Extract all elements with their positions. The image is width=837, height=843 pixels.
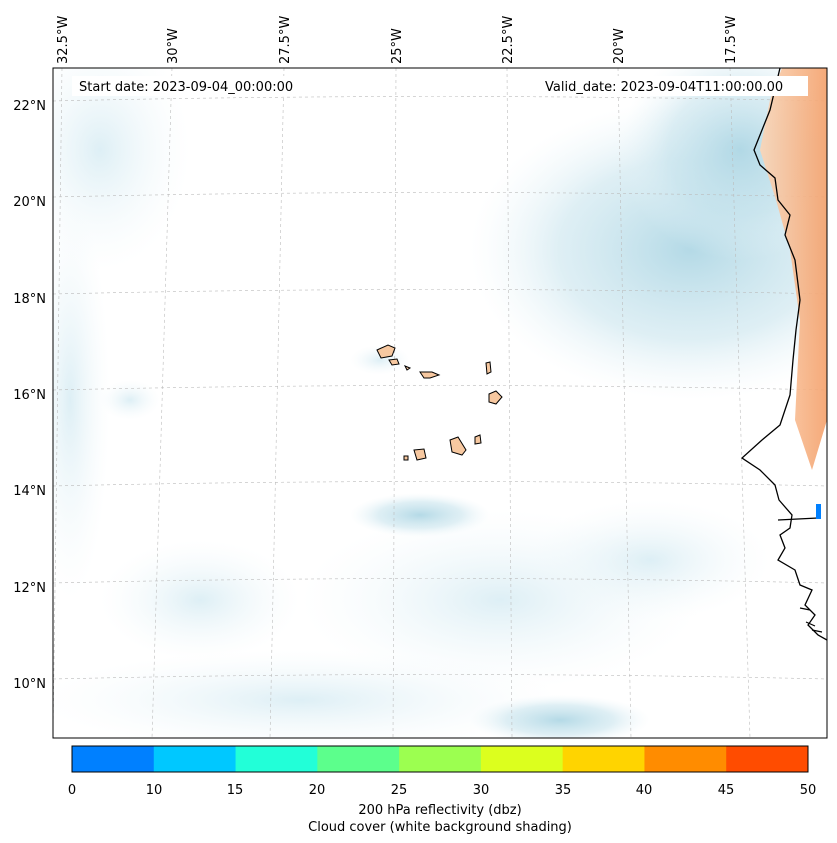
colorbar-segments — [72, 746, 809, 772]
colorbar-segment — [72, 746, 155, 772]
colorbar-tick-label: 50 — [800, 783, 817, 798]
colorbar-tick-label: 20 — [309, 783, 326, 798]
colorbar-ticks: 0 10 15 20 25 30 35 40 45 50 — [68, 783, 816, 798]
lon-label: 25°W — [390, 28, 405, 64]
map-frame — [52, 67, 828, 739]
colorbar-border — [71, 745, 809, 773]
colorbar-segment — [726, 746, 809, 772]
colorbar-label: 200 hPa reflectivity (dbz) — [358, 803, 521, 818]
map-content — [53, 68, 827, 738]
colorbar-segment — [399, 746, 482, 772]
colorbar-segment — [317, 746, 400, 772]
cape-verde-islands — [376, 344, 503, 461]
bissagos-islands — [799, 607, 823, 633]
lat-label: 14°N — [13, 484, 46, 499]
start-date-text: Start date: 2023-09-04_00:00:00 — [79, 80, 293, 95]
lat-label: 18°N — [13, 292, 46, 307]
latitude-labels: 22°N 20°N 18°N 16°N 14°N 12°N 10°N — [13, 99, 46, 692]
lat-label: 10°N — [13, 677, 46, 692]
reflectivity-shading — [760, 68, 827, 470]
colorbar-segment — [153, 746, 237, 772]
start-date-box — [72, 76, 308, 96]
gambia-river — [777, 517, 819, 521]
colorbar-sublabel: Cloud cover (white background shading) — [308, 820, 572, 835]
valid-date-box — [540, 76, 808, 96]
lat-label: 16°N — [13, 388, 46, 403]
lon-label: 27.5°W — [278, 16, 293, 64]
colorbar-tick-label: 10 — [146, 783, 163, 798]
colorbar-tick-label: 30 — [473, 783, 490, 798]
lon-label: 32.5°W — [56, 16, 71, 64]
lat-label: 22°N — [13, 99, 46, 114]
colorbar: 0 10 15 20 25 30 35 40 45 50 200 hPa ref… — [68, 745, 816, 835]
lon-label: 30°W — [166, 28, 181, 64]
colorbar-tick-label: 25 — [391, 783, 408, 798]
longitude-labels: 32.5°W 30°W 27.5°W 25°W 22.5°W 20°W 17.5… — [56, 16, 739, 64]
valid-date-text: Valid_date: 2023-09-04T11:00:00.00 — [545, 80, 783, 95]
colorbar-tick-label: 0 — [68, 783, 76, 798]
colorbar-tick-label: 40 — [636, 783, 653, 798]
colorbar-tick-label: 15 — [227, 783, 244, 798]
lon-label: 17.5°W — [724, 16, 739, 64]
lon-label: 20°W — [612, 28, 627, 64]
reflectivity-blue-spot — [816, 504, 821, 519]
lat-label: 12°N — [13, 581, 46, 596]
gridlines — [53, 68, 827, 738]
africa-coastline — [740, 68, 827, 641]
colorbar-segment — [644, 746, 727, 772]
colorbar-segment — [480, 746, 564, 772]
colorbar-tick-label: 45 — [718, 783, 735, 798]
colorbar-segment — [235, 746, 318, 772]
colorbar-tick-label: 35 — [555, 783, 572, 798]
lon-label: 22.5°W — [501, 16, 516, 64]
colorbar-segment — [562, 746, 645, 772]
lat-label: 20°N — [13, 195, 46, 210]
